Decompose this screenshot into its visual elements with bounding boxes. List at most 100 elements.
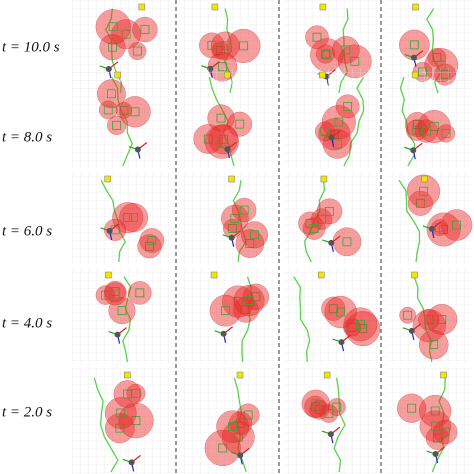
- obstacle-box: [103, 105, 113, 115]
- trajectory: [241, 276, 253, 363]
- obstacle-box: [218, 443, 228, 453]
- obstacle: [216, 410, 249, 444]
- obstacle: [316, 198, 343, 225]
- obstacle: [327, 398, 346, 416]
- time-label: t = 2.0 s: [2, 404, 52, 420]
- robot: [328, 239, 335, 246]
- obstacle: [419, 410, 452, 442]
- snapshot-panel: [284, 172, 377, 264]
- obstacle: [302, 217, 326, 240]
- obstacle-box: [131, 389, 141, 398]
- obstacle: [95, 9, 131, 45]
- obstacle: [324, 295, 357, 329]
- obstacle-box: [317, 214, 327, 224]
- goal: [319, 71, 326, 79]
- robot: [228, 234, 235, 241]
- obstacle: [399, 306, 417, 324]
- trajectory: [398, 179, 421, 263]
- goal: [104, 175, 112, 183]
- goal: [440, 371, 447, 379]
- obstacle-box: [228, 422, 238, 432]
- obstacle: [427, 47, 447, 67]
- obstacle-box: [342, 237, 352, 247]
- obstacle: [204, 124, 239, 159]
- snapshot-panel: [72, 268, 170, 364]
- obstacle: [412, 309, 446, 343]
- grid-background: [284, 268, 377, 364]
- goal: [412, 3, 419, 11]
- snapshot-panel: [180, 368, 275, 474]
- obstacle: [199, 32, 225, 59]
- obstacle-box: [419, 186, 428, 196]
- obstacle: [104, 397, 137, 429]
- goal: [224, 71, 231, 79]
- obstacle: [332, 36, 360, 64]
- obstacle: [319, 404, 339, 423]
- obstacle-box: [110, 289, 120, 299]
- obstacle: [321, 296, 346, 321]
- obstacle: [241, 221, 269, 249]
- snapshot-panel: [72, 368, 170, 474]
- obstacle-box: [203, 134, 213, 144]
- robot: [410, 147, 417, 154]
- obstacle-box: [433, 433, 442, 443]
- snapshot-panel: [284, 368, 377, 474]
- grid-background: [386, 368, 470, 474]
- obstacle: [433, 419, 458, 445]
- obstacle-box: [140, 25, 150, 34]
- goal: [138, 3, 146, 11]
- grid-background: [386, 68, 470, 168]
- goal: [411, 71, 419, 79]
- snapshot-panel: [180, 172, 275, 264]
- robot: [338, 339, 345, 346]
- robot: [328, 134, 335, 141]
- robot: [106, 227, 113, 234]
- obstacle: [440, 209, 473, 241]
- obstacle-box: [250, 230, 259, 240]
- obstacle: [332, 227, 362, 257]
- obstacle-box: [129, 213, 139, 222]
- goal: [123, 371, 131, 379]
- goal: [105, 271, 112, 279]
- obstacle-box: [412, 125, 422, 135]
- grid-background: [284, 68, 377, 168]
- obstacle-box: [220, 41, 230, 51]
- grid-background: [180, 368, 275, 474]
- robot: [114, 331, 121, 338]
- robot: [128, 459, 135, 466]
- obstacle-box: [350, 56, 360, 66]
- obstacle-box: [219, 134, 228, 144]
- obstacle-box: [241, 305, 251, 315]
- obstacle-box: [429, 340, 439, 350]
- obstacle-box: [133, 46, 142, 56]
- obstacle-box: [243, 410, 253, 420]
- obstacle: [107, 115, 127, 135]
- obstacle: [226, 28, 261, 63]
- obstacle-box: [108, 42, 117, 52]
- obstacle-box: [108, 22, 118, 32]
- goal: [236, 371, 244, 379]
- obstacle-box: [217, 137, 227, 147]
- obstacle: [132, 16, 158, 43]
- grid-background: [284, 368, 377, 474]
- robot: [134, 146, 141, 153]
- obstacle: [139, 228, 165, 253]
- trajectory: [111, 76, 134, 167]
- obstacle-box: [112, 120, 122, 130]
- snapshot-panel: [180, 68, 275, 168]
- obstacle-box: [430, 421, 440, 431]
- goal: [319, 3, 327, 11]
- snapshot-panel: [284, 68, 377, 168]
- obstacle-box: [106, 89, 116, 99]
- obstacle: [126, 383, 146, 403]
- obstacle: [343, 307, 378, 342]
- obstacle-box: [235, 119, 245, 129]
- obstacle: [233, 296, 259, 323]
- obstacle-box: [336, 307, 346, 317]
- obstacle-box: [409, 40, 419, 50]
- obstacle: [227, 111, 253, 137]
- obstacle-box: [325, 206, 334, 216]
- obstacle: [108, 297, 136, 325]
- obstacle: [228, 411, 253, 435]
